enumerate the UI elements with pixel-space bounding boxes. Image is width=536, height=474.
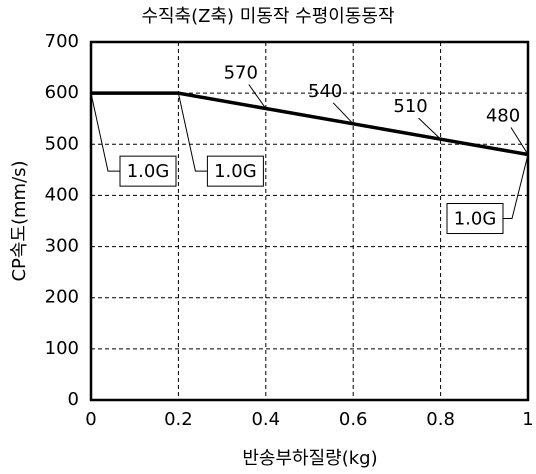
y-tick-label: 400	[45, 184, 79, 205]
y-tick-label: 500	[45, 133, 79, 154]
y-tick-label: 700	[45, 31, 79, 52]
annotation-text: 1.0G	[127, 161, 170, 182]
leader-line	[332, 102, 354, 125]
y-tick-label: 200	[45, 287, 79, 308]
x-tick-label: 0.2	[164, 409, 193, 430]
data-label: 480	[486, 106, 520, 127]
data-label: 510	[393, 96, 427, 117]
leader-line	[510, 127, 529, 155]
x-tick-label: 0.8	[426, 409, 455, 430]
annotation-box	[206, 155, 264, 187]
x-tick-label: 0.4	[251, 409, 280, 430]
x-tick-label: 1	[522, 409, 533, 430]
annotation-leader	[503, 154, 529, 220]
x-tick-label: 0	[85, 409, 96, 430]
x-axis-label: 반송부하질량(kg)	[242, 448, 377, 469]
x-tick-label: 0.6	[339, 409, 368, 430]
y-tick-label: 300	[45, 236, 79, 257]
annotation-text: 1.0G	[214, 161, 257, 182]
annotation-box	[446, 203, 504, 235]
y-tick-label: 600	[45, 82, 79, 103]
chart-title: 수직축(Z축) 미동작 수평이동동작	[141, 6, 394, 27]
annotation-leader	[90, 93, 120, 172]
annotation-leader	[177, 93, 208, 172]
annotation-text: 1.0G	[454, 209, 497, 230]
data-label: 540	[308, 81, 342, 102]
leader-line	[248, 84, 267, 109]
data-line	[91, 91, 529, 157]
plot-frame	[89, 40, 530, 402]
leader-line	[418, 117, 441, 140]
data-label: 570	[224, 62, 258, 83]
y-tick-label: 100	[45, 338, 79, 359]
annotation-box	[119, 155, 177, 187]
y-tick-label: 0	[68, 389, 79, 410]
y-axis-label: CP속도(mm/s)	[9, 160, 30, 281]
